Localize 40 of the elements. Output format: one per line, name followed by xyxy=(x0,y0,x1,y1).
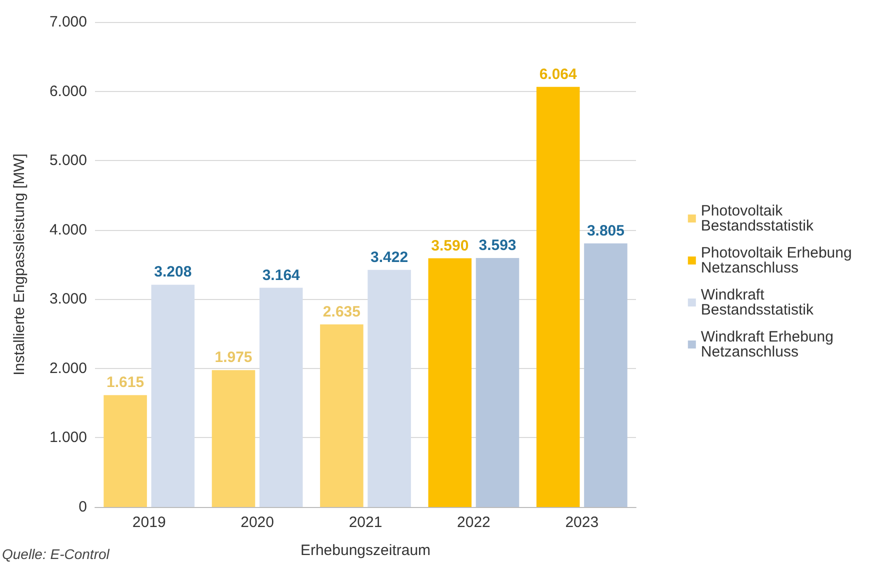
y-tick-label: 1.000 xyxy=(49,429,87,446)
y-tick-label: 5.000 xyxy=(49,152,87,170)
y-tick-label: 6.000 xyxy=(49,82,87,100)
data-label: 3.593 xyxy=(478,237,516,254)
data-label: 2.635 xyxy=(322,303,360,320)
legend-label: Photovoltaik Bestandsstatistik xyxy=(700,202,814,234)
x-tick-label: 2023 xyxy=(565,514,599,531)
y-tick-label: 0 xyxy=(78,498,87,516)
y-tick-label: 3.000 xyxy=(49,290,87,308)
x-tick-label: 2021 xyxy=(348,514,382,531)
x-tick-label: 2022 xyxy=(457,514,490,531)
legend-label: Windkraft Bestandsstatistik xyxy=(700,286,814,318)
bar xyxy=(151,284,195,507)
data-label: 3.164 xyxy=(262,266,301,284)
y-axis-title: Installierte Engpassleistung [MW] xyxy=(11,154,28,376)
bar xyxy=(368,270,411,507)
data-label: 3.208 xyxy=(154,264,192,281)
data-label: 6.064 xyxy=(539,66,578,83)
bar xyxy=(259,288,303,507)
y-tick-label: 7.000 xyxy=(49,14,87,30)
y-tick-label: 2.000 xyxy=(49,360,87,377)
data-label: 3.590 xyxy=(431,237,469,254)
x-tick-label: 2020 xyxy=(240,514,274,531)
bar xyxy=(320,324,364,507)
x-axis-title: Erhebungszeitraum xyxy=(300,542,431,559)
bar xyxy=(428,258,472,507)
bar xyxy=(212,370,256,507)
bar xyxy=(536,86,580,507)
data-label: 1.615 xyxy=(106,374,144,392)
legend-label: Windkraft Erhebung Netzanschluss xyxy=(700,328,838,360)
data-label: 1.975 xyxy=(214,349,252,366)
x-tick-label: 2019 xyxy=(132,514,166,531)
legend-label: Photovoltaik Erhebung Netzanschluss xyxy=(700,244,856,276)
data-label: 3.805 xyxy=(586,222,624,240)
bar xyxy=(584,243,628,507)
data-label: 3.422 xyxy=(370,248,408,266)
source-note: Quelle: E-Control xyxy=(2,546,110,562)
bar xyxy=(104,395,147,507)
bar xyxy=(476,258,520,507)
y-tick-label: 4.000 xyxy=(49,221,87,238)
